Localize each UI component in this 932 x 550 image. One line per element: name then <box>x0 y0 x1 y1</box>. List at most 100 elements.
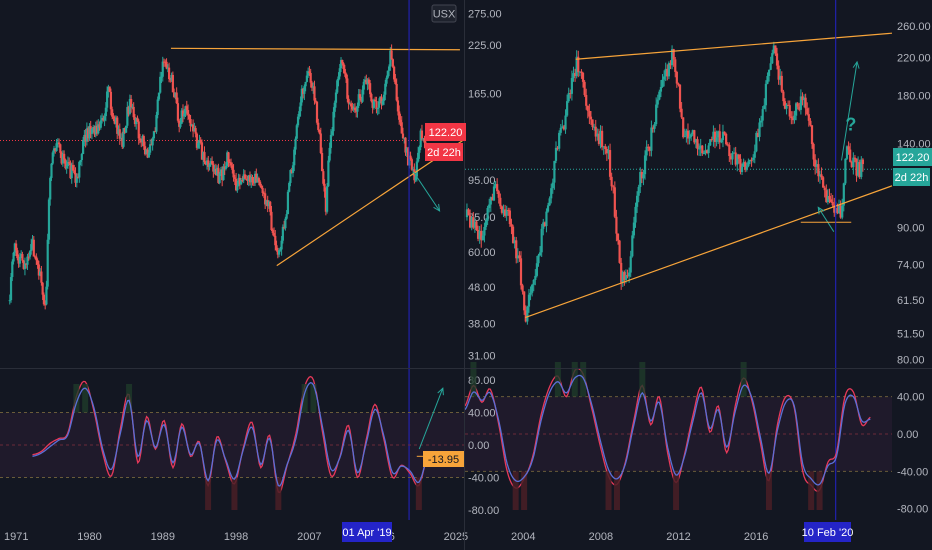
candle-body <box>318 129 321 134</box>
candle-body <box>246 179 249 182</box>
candle-body <box>119 137 123 139</box>
candle-body <box>643 155 647 175</box>
candle-body <box>569 93 572 95</box>
candle-body <box>173 92 176 97</box>
left-price-pane: 275.00225.00165.0095.0075.0060.0048.0038… <box>0 0 502 543</box>
candle-body <box>594 126 597 137</box>
candle-body <box>227 152 230 162</box>
candle-body <box>108 86 111 92</box>
oscillator-tick-label: 0.00 <box>468 440 489 452</box>
candle-body <box>410 159 413 170</box>
candle-body <box>199 139 202 143</box>
candle-body <box>572 73 575 78</box>
candle-body <box>204 161 207 165</box>
candle-body <box>400 122 403 134</box>
oversold-highlight <box>205 477 212 510</box>
oscillator-tick-label: 0.00 <box>897 429 918 441</box>
candle-body <box>191 124 195 132</box>
candle-body <box>795 103 798 116</box>
candle-body <box>755 132 758 152</box>
candle-body <box>71 165 75 171</box>
candle-body <box>837 205 841 214</box>
candle-body <box>842 183 845 206</box>
candle-body <box>231 165 234 170</box>
candle-body <box>188 114 191 120</box>
candle-body <box>423 138 426 143</box>
candle-body <box>102 118 105 121</box>
oscillator-tick-label: 40.00 <box>897 392 925 404</box>
candle-body <box>713 131 717 142</box>
candle-body <box>50 163 53 178</box>
candle-body <box>338 68 341 77</box>
candle-body <box>476 230 480 239</box>
candle-body <box>581 72 585 82</box>
candle-body <box>556 147 559 149</box>
candle-body <box>229 162 233 166</box>
overbought-highlight <box>571 362 578 397</box>
candle-body <box>527 294 531 307</box>
overbought-highlight <box>470 362 477 397</box>
candle-body <box>377 101 381 108</box>
candle-body <box>98 124 101 128</box>
candle-body <box>623 272 626 280</box>
candle-body <box>472 217 475 228</box>
candle-body <box>418 147 421 153</box>
candle-body <box>577 56 580 73</box>
candle-body <box>355 110 358 112</box>
candle-body <box>376 107 379 110</box>
candle-body <box>510 223 513 227</box>
candle-body <box>683 135 686 138</box>
candle-body <box>112 116 115 119</box>
candle-body <box>538 252 542 256</box>
candle-body <box>812 144 815 160</box>
candle-body <box>844 158 847 184</box>
right-cursor-date-tag[interactable]: 10 Feb '20 <box>802 522 854 542</box>
candle-body <box>670 49 674 66</box>
candle-body <box>616 233 620 241</box>
right-countdown-badge <box>893 168 930 186</box>
candle-body <box>183 113 186 117</box>
candle-body <box>83 134 86 140</box>
candle-body <box>513 240 516 243</box>
candle-body <box>635 195 639 207</box>
candle-body <box>259 181 262 186</box>
x-tick-label: 1998 <box>224 531 248 543</box>
candle-body <box>486 208 489 221</box>
left-cursor-date-tag[interactable]: 01 Apr '19 <box>342 522 392 542</box>
candle-body <box>308 71 311 73</box>
candle-body <box>372 99 376 108</box>
candle-body <box>315 101 319 123</box>
candle-body <box>11 261 14 278</box>
candle-body <box>301 88 305 94</box>
candle-body <box>31 239 34 245</box>
candle-body <box>358 94 362 99</box>
candle-body <box>64 159 67 169</box>
candle-body <box>648 146 651 151</box>
candle-body <box>849 149 852 162</box>
candle-body <box>393 66 396 80</box>
candle-body <box>284 218 287 229</box>
candle-body <box>578 71 581 73</box>
symbol-button[interactable] <box>431 4 457 23</box>
candle-body <box>113 118 116 124</box>
candle-body <box>787 104 790 106</box>
candle-body <box>171 74 174 93</box>
candle-body <box>178 120 181 127</box>
candle-body <box>85 128 88 142</box>
candle-body <box>723 131 726 134</box>
candle-body <box>245 178 248 180</box>
candle-body <box>596 133 599 137</box>
candle-body <box>494 184 497 187</box>
candle-body <box>788 105 791 117</box>
candle-body <box>214 168 217 176</box>
candle-body <box>59 144 62 153</box>
right-price-pane: 260.00 220.00 180.00 140.00 90.00 74.00 61.50 5… <box>465 0 931 543</box>
candle-body <box>138 138 142 141</box>
candle-body <box>417 152 420 162</box>
candle-body <box>76 176 80 178</box>
candle-body <box>203 152 206 162</box>
candle-body <box>74 172 77 183</box>
candle-body <box>176 103 180 121</box>
candle-body <box>342 63 345 70</box>
